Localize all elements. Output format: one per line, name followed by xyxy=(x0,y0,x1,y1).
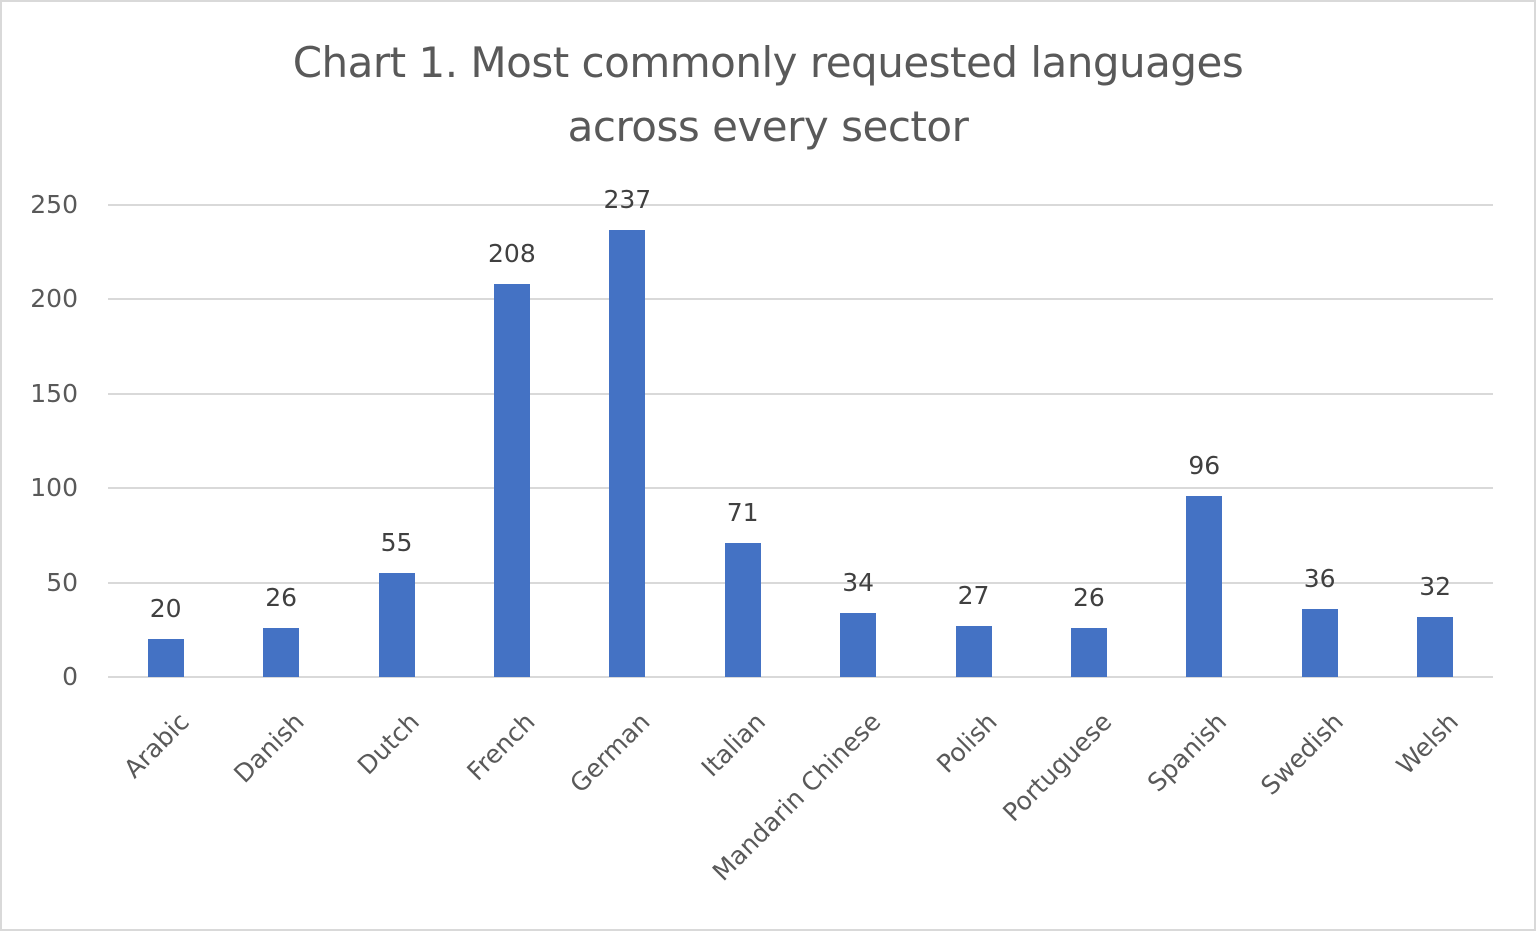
y-tick-label: 50 xyxy=(46,567,78,597)
y-tick-label: 150 xyxy=(30,378,78,408)
data-label: 55 xyxy=(380,528,413,558)
data-label: 34 xyxy=(842,567,874,597)
bar-mandarin-chinese xyxy=(840,612,877,677)
y-tick-label: 200 xyxy=(30,284,78,314)
y-tick-label: 0 xyxy=(62,662,78,691)
bar-german xyxy=(609,229,646,677)
data-label: 32 xyxy=(1419,571,1451,601)
bar-welsh xyxy=(1417,616,1454,677)
bar-arabic xyxy=(147,639,184,677)
data-label: 96 xyxy=(1188,450,1221,480)
gridline-50 xyxy=(108,581,1493,584)
data-label: 71 xyxy=(726,497,759,527)
data-label: 26 xyxy=(1072,582,1105,612)
bar-french xyxy=(493,284,530,677)
gridline-200 xyxy=(108,298,1493,301)
y-tick-label: 250 xyxy=(30,190,78,219)
bar-dutch xyxy=(378,573,415,677)
bar-italian xyxy=(724,542,761,677)
gridline-100 xyxy=(108,487,1493,490)
data-label: 237 xyxy=(603,184,652,214)
data-label: 36 xyxy=(1303,564,1336,594)
bar-swedish xyxy=(1301,609,1338,677)
bar-portuguese xyxy=(1070,627,1107,677)
bar-spanish xyxy=(1186,495,1223,677)
data-label: 20 xyxy=(149,594,182,624)
gridline-250 xyxy=(108,204,1493,206)
data-label: 27 xyxy=(957,581,990,611)
y-tick-label: 100 xyxy=(30,473,78,503)
chart-title-line-1: Chart 1. Most commonly requested languag… xyxy=(292,38,1244,87)
bar-danish xyxy=(263,627,300,677)
gridline-0 xyxy=(108,676,1493,678)
chart-title-line-2: across every sector xyxy=(567,102,969,151)
data-label: 26 xyxy=(265,582,297,612)
bar-polish xyxy=(955,626,992,677)
data-label: 208 xyxy=(488,239,536,269)
gridline-150 xyxy=(108,392,1493,395)
